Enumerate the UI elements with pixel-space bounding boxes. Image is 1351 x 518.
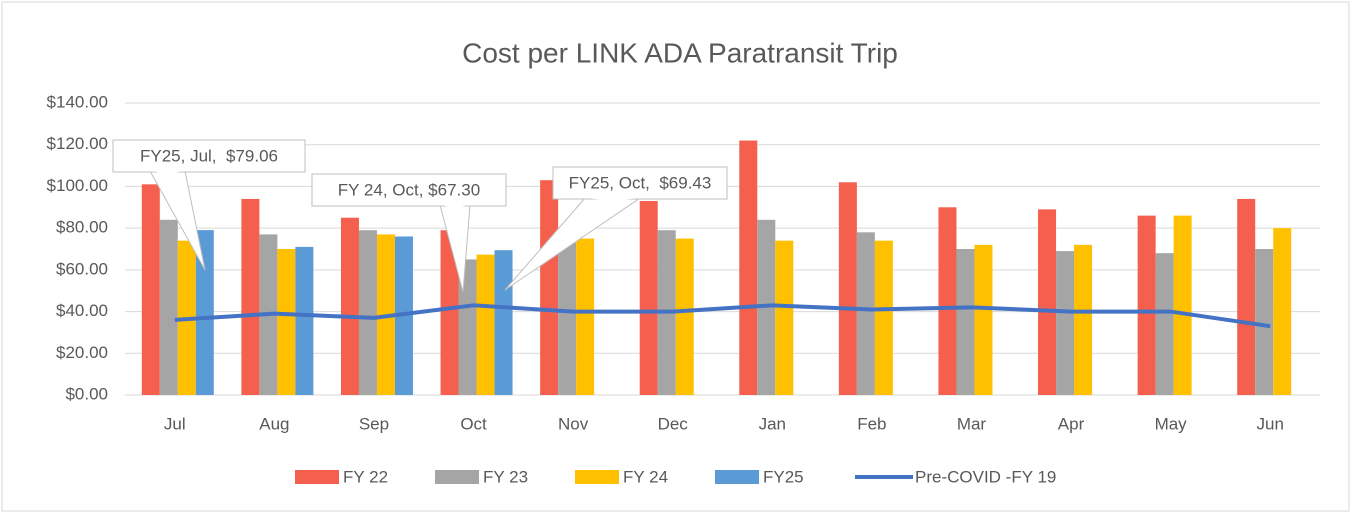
bar: [340, 217, 359, 395]
bar: [938, 207, 957, 395]
x-tick-label: Oct: [460, 414, 487, 433]
bar: [1137, 215, 1156, 395]
callout-box: [552, 166, 728, 200]
bar: [974, 244, 993, 395]
callout-joint: [441, 205, 469, 208]
bar: [1173, 215, 1192, 395]
bar: [540, 180, 559, 395]
y-tick-label: $0.00: [65, 384, 108, 403]
x-tick-label: Mar: [957, 414, 987, 433]
line: [174, 303, 1271, 329]
legend-swatch: [295, 470, 339, 484]
bar: [1074, 244, 1093, 395]
y-tick-label: $60.00: [56, 259, 108, 278]
legend-swatch: [435, 470, 479, 484]
bar: [476, 254, 495, 395]
bar: [1255, 249, 1274, 395]
bar: [494, 250, 513, 395]
bar: [576, 238, 595, 395]
legend-label: Pre-COVID -FY 19: [915, 467, 1056, 486]
legend-label: FY 23: [483, 467, 528, 486]
y-tick-label: $140.00: [47, 92, 108, 111]
legend-label: FY 24: [623, 467, 668, 486]
legend-swatch: [575, 470, 619, 484]
legend-label: FY 22: [343, 467, 388, 486]
annotation: FY 24, Oct, $67.30: [338, 180, 480, 199]
bar: [739, 140, 758, 395]
legend-swatch: [715, 470, 759, 484]
chart-title: Cost per LINK ADA Paratransit Trip: [462, 37, 898, 68]
bar: [1038, 209, 1057, 395]
x-tick-label: Nov: [558, 414, 589, 433]
callout-box: [311, 173, 507, 207]
bar: [874, 240, 893, 395]
x-tick-label: Jul: [164, 414, 186, 433]
annotation: FY25, Oct, $69.43: [569, 173, 712, 192]
bar: [440, 230, 459, 395]
x-tick-label: Aug: [259, 414, 289, 433]
bar: [838, 182, 857, 395]
y-tick-label: $40.00: [56, 301, 108, 320]
bar: [141, 184, 160, 395]
y-tick-label: $100.00: [47, 176, 108, 195]
bar: [295, 246, 314, 395]
bar: [458, 259, 477, 395]
bar: [195, 230, 214, 395]
bar: [277, 249, 296, 395]
bar: [358, 230, 377, 395]
y-tick-label: $80.00: [56, 218, 108, 237]
bar: [1056, 251, 1075, 395]
x-tick-label: Apr: [1058, 414, 1085, 433]
bar: [956, 249, 975, 395]
callout-joint: [151, 171, 184, 174]
bar: [775, 240, 794, 395]
bar: [675, 238, 694, 395]
bar: [159, 219, 178, 395]
bar: [1273, 228, 1292, 395]
x-tick-label: May: [1155, 414, 1188, 433]
callout-box: [112, 139, 306, 173]
bar: [856, 232, 875, 395]
y-tick-label: $120.00: [47, 134, 108, 153]
bar: [1155, 253, 1174, 395]
bar: [558, 242, 577, 395]
x-tick-label: Dec: [658, 414, 689, 433]
x-tick-label: Jan: [759, 414, 786, 433]
x-tick-label: Jun: [1256, 414, 1283, 433]
callout-joint: [586, 198, 639, 201]
legend-label: FY25: [763, 467, 804, 486]
x-tick-label: Sep: [359, 414, 389, 433]
annotation: FY25, Jul, $79.06: [140, 146, 278, 165]
bar: [1237, 198, 1256, 395]
bar: [241, 198, 260, 395]
x-tick-label: Feb: [857, 414, 886, 433]
bar: [639, 201, 658, 395]
y-tick-label: $20.00: [56, 343, 108, 362]
